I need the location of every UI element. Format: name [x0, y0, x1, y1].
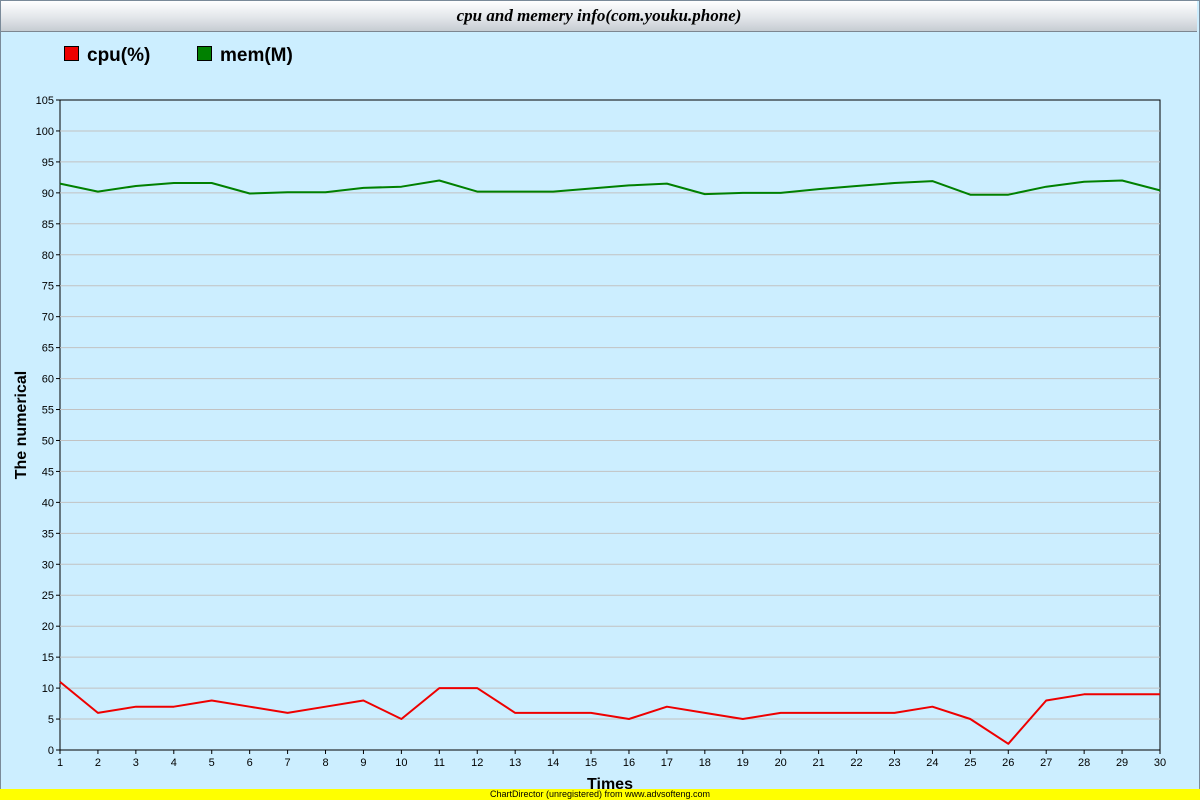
x-tick-label: 22: [850, 757, 862, 769]
x-tick-label: 30: [1154, 757, 1166, 769]
y-tick-label: 5: [48, 714, 54, 726]
y-axis-ticks: 0 5 10 15 20 25 30 35 40 45 50 55 60 65 70 75 80 85 90 95 10…: [36, 95, 60, 757]
x-tick-label: 3: [133, 757, 139, 769]
chart-title: cpu and memery info(com.youku.phone): [456, 6, 742, 25]
y-tick-label: 105: [36, 95, 54, 107]
legend-item-cpu: cpu(%): [64, 45, 150, 67]
x-tick-label: 20: [775, 757, 787, 769]
y-tick-label: 0: [48, 745, 54, 757]
legend-swatch-mem: [197, 46, 212, 62]
x-tick-label: 15: [585, 757, 597, 769]
y-tick-label: 55: [42, 405, 54, 417]
x-tick-label: 5: [209, 757, 215, 769]
x-tick-label: 2: [95, 757, 101, 769]
y-tick-label: 70: [42, 312, 54, 324]
y-axis-label: The numerical: [13, 371, 30, 479]
x-tick-label: 24: [926, 757, 938, 769]
legend-label-cpu: cpu(%): [87, 45, 151, 66]
y-tick-label: 50: [42, 435, 54, 447]
x-tick-label: 28: [1078, 757, 1090, 769]
y-tick-label: 75: [42, 281, 54, 293]
x-tick-label: 1: [57, 757, 63, 769]
x-tick-label: 11: [434, 757, 445, 769]
x-tick-label: 4: [171, 757, 177, 769]
x-tick-label: 16: [623, 757, 635, 769]
x-tick-label: 21: [812, 757, 824, 769]
y-tick-label: 30: [42, 559, 54, 571]
x-tick-label: 8: [322, 757, 328, 769]
y-tick-label: 25: [42, 590, 54, 602]
x-tick-label: 10: [395, 757, 407, 769]
y-tick-label: 20: [42, 621, 54, 633]
y-tick-label: 35: [42, 528, 54, 540]
legend-item-mem: mem(M): [197, 45, 293, 67]
y-tick-label: 45: [42, 466, 54, 478]
x-tick-label: 17: [661, 757, 673, 769]
x-tick-label: 18: [699, 757, 711, 769]
x-tick-label: 12: [471, 757, 483, 769]
y-tick-label: 95: [42, 157, 54, 169]
y-tick-label: 10: [42, 683, 54, 695]
x-tick-label: 27: [1040, 757, 1052, 769]
footer-watermark: ChartDirector (unregistered) from www.ad…: [0, 789, 1200, 800]
x-tick-label: 9: [360, 757, 366, 769]
x-tick-label: 23: [888, 757, 900, 769]
y-tick-label: 15: [42, 652, 54, 664]
legend-swatch-cpu: [64, 46, 79, 62]
x-tick-label: 14: [547, 757, 559, 769]
x-tick-label: 26: [1002, 757, 1014, 769]
grid-lines: [60, 130, 1160, 720]
x-tick-label: 6: [247, 757, 253, 769]
y-tick-label: 85: [42, 219, 54, 231]
series-line-mem: [59, 179, 1161, 196]
chart-title-bar: cpu and memery info(com.youku.phone): [1, 1, 1197, 32]
x-axis-label: Times: [587, 776, 633, 789]
y-tick-label: 40: [42, 497, 54, 509]
series-layer: [59, 179, 1161, 745]
x-axis-ticks: 1 2 3 4 5 6 7 8 9 10 11 12 13 14 15 16 17 18 19 20 21 22 23 24 2…: [57, 750, 1166, 769]
y-tick-label: 65: [42, 343, 54, 355]
y-tick-label: 80: [42, 250, 54, 262]
x-tick-label: 13: [509, 757, 521, 769]
y-tick-label: 60: [42, 374, 54, 386]
legend-label-mem: mem(M): [220, 45, 293, 66]
series-line-cpu: [59, 681, 1160, 745]
x-tick-label: 19: [737, 757, 749, 769]
x-tick-label: 29: [1116, 757, 1128, 769]
y-tick-label: 100: [36, 126, 54, 138]
x-tick-label: 7: [285, 757, 291, 769]
plot-area: [59, 99, 1161, 751]
x-tick-label: 25: [964, 757, 976, 769]
y-tick-label: 90: [42, 188, 54, 200]
